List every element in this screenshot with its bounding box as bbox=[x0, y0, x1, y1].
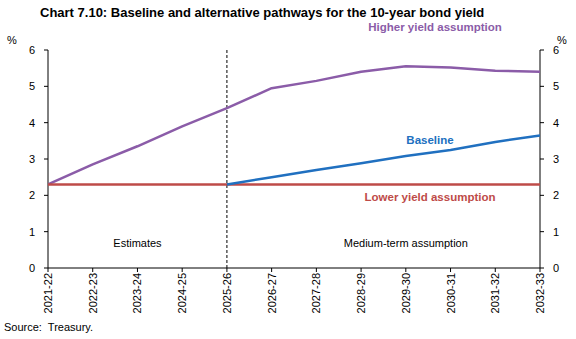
y-tick-right bbox=[540, 268, 544, 269]
y-tick-right bbox=[540, 122, 544, 123]
y-tick bbox=[44, 122, 48, 123]
series-label: Baseline bbox=[406, 134, 453, 146]
x-tick bbox=[540, 268, 541, 272]
plot-area bbox=[48, 66, 540, 184]
y-tick-label: 0 bbox=[29, 262, 35, 274]
x-tick-label: 2030-31 bbox=[445, 273, 457, 313]
x-tick bbox=[271, 268, 272, 272]
series-label: Lower yield assumption bbox=[365, 191, 496, 203]
source: Source: Treasury. bbox=[4, 321, 93, 333]
y-tick-label-right: 4 bbox=[553, 117, 559, 129]
y-tick-label-right: 3 bbox=[553, 153, 559, 165]
y-tick bbox=[44, 195, 48, 196]
y-tick-label-right: 2 bbox=[553, 189, 559, 201]
y-tick bbox=[44, 50, 48, 51]
x-tick-label: 2032-33 bbox=[534, 273, 546, 313]
x-tick-label: 2026-27 bbox=[266, 273, 278, 313]
annotation: Medium-term assumption bbox=[344, 237, 468, 249]
x-tick-label: 2029-30 bbox=[400, 273, 412, 313]
y-tick-right bbox=[540, 86, 544, 87]
y-tick-label-right: 0 bbox=[553, 262, 559, 274]
annotation: Estimates bbox=[113, 237, 162, 249]
x-tick bbox=[316, 268, 317, 272]
y-tick bbox=[44, 86, 48, 87]
series-line bbox=[48, 183, 540, 186]
y-tick bbox=[44, 231, 48, 232]
y-tick-right bbox=[540, 50, 544, 51]
x-tick bbox=[137, 268, 138, 272]
x-tick-label: 2025-26 bbox=[221, 273, 233, 313]
x-axis bbox=[48, 268, 540, 269]
y-tick-label-right: 5 bbox=[553, 80, 559, 92]
x-tick-label: 2023-24 bbox=[131, 273, 143, 313]
x-tick-label: 2027-28 bbox=[310, 273, 322, 313]
y-tick bbox=[44, 159, 48, 160]
x-tick-label: 2024-25 bbox=[176, 273, 188, 313]
x-tick bbox=[182, 268, 183, 272]
x-tick-label: 2028-29 bbox=[355, 273, 367, 313]
x-tick-label: 2021-22 bbox=[42, 273, 54, 313]
x-tick bbox=[92, 268, 93, 272]
x-tick bbox=[226, 268, 227, 272]
x-tick bbox=[48, 268, 49, 272]
x-tick-label: 2022-23 bbox=[87, 273, 99, 313]
x-tick bbox=[361, 268, 362, 272]
x-tick bbox=[450, 268, 451, 272]
y-tick-label: 4 bbox=[29, 117, 35, 129]
series-line bbox=[227, 135, 540, 184]
y-tick-label: 6 bbox=[29, 44, 35, 56]
divider bbox=[226, 50, 227, 268]
y-tick-label: 2 bbox=[29, 189, 35, 201]
y-tick-label-right: 6 bbox=[553, 44, 559, 56]
y-tick-right bbox=[540, 231, 544, 232]
y-tick-right bbox=[540, 159, 544, 160]
series-line bbox=[48, 66, 540, 184]
series-label: Higher yield assumption bbox=[368, 21, 502, 33]
y-tick bbox=[44, 268, 48, 269]
y-tick-label: 5 bbox=[29, 80, 35, 92]
y-tick-right bbox=[540, 195, 544, 196]
x-tick bbox=[495, 268, 496, 272]
title: Chart 7.10: Baseline and alternative pat… bbox=[40, 5, 484, 20]
y-tick-label-right: 1 bbox=[553, 226, 559, 238]
y-label: % bbox=[7, 34, 17, 46]
x-tick-label: 2031-32 bbox=[489, 273, 501, 313]
x-tick bbox=[405, 268, 406, 272]
y-tick-label: 3 bbox=[29, 153, 35, 165]
y-tick-label: 1 bbox=[29, 226, 35, 238]
